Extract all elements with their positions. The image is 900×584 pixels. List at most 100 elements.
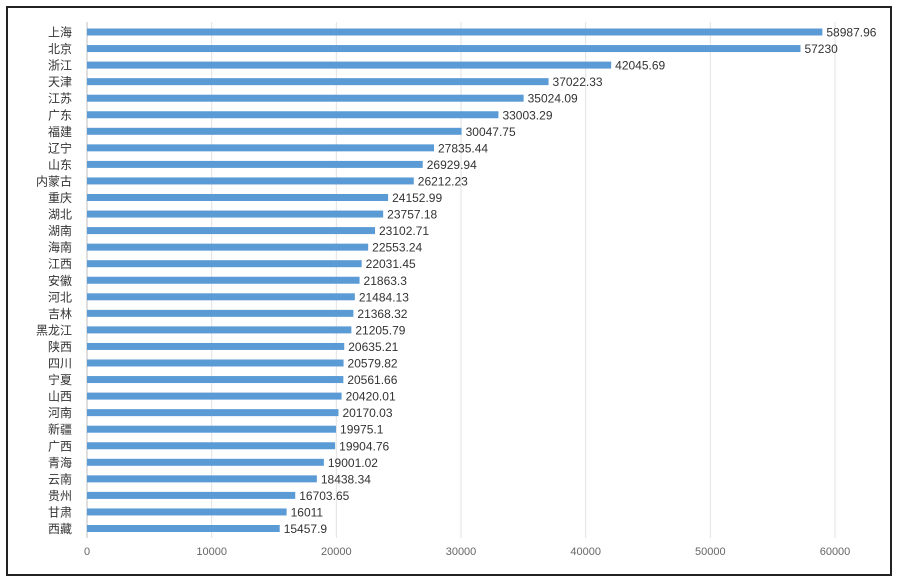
value-label: 37022.33 xyxy=(553,75,603,89)
bar-北京 xyxy=(87,45,801,53)
value-label: 42045.69 xyxy=(615,59,665,73)
category-label: 湖北 xyxy=(48,207,72,222)
value-label: 15457.9 xyxy=(284,522,328,536)
x-tick-label: 0 xyxy=(84,546,90,558)
bar-四川 xyxy=(87,359,344,367)
value-label: 21484.13 xyxy=(359,290,409,304)
category-label: 山东 xyxy=(48,158,72,172)
category-label: 四川 xyxy=(48,357,72,371)
value-label: 20170.03 xyxy=(342,406,392,420)
bar-福建 xyxy=(87,127,462,135)
category-label: 江苏 xyxy=(48,92,72,106)
value-label: 26929.94 xyxy=(427,158,477,172)
bar-重庆 xyxy=(87,194,389,201)
category-label: 江西 xyxy=(48,257,72,271)
value-label: 20420.01 xyxy=(346,390,396,404)
bar-浙江 xyxy=(87,61,612,69)
category-label: 黑龙江 xyxy=(36,323,72,337)
category-label: 上海 xyxy=(48,25,72,40)
value-label: 33003.29 xyxy=(502,108,552,122)
bar-安徽 xyxy=(87,276,360,284)
value-label: 57230 xyxy=(804,42,838,56)
value-label: 58987.96 xyxy=(826,26,876,40)
x-tick-label: 10000 xyxy=(196,546,227,558)
value-label: 22553.24 xyxy=(372,241,422,255)
category-label: 河北 xyxy=(48,290,72,304)
bar-天津 xyxy=(87,78,549,86)
category-label: 海南 xyxy=(48,240,72,255)
bar-内蒙古 xyxy=(87,177,414,185)
value-label: 21368.32 xyxy=(357,307,407,321)
bar-山西 xyxy=(87,392,342,400)
bar-湖南 xyxy=(87,227,376,235)
category-label: 新疆 xyxy=(48,422,72,437)
value-label: 16011 xyxy=(291,505,324,519)
bar-广东 xyxy=(87,111,499,119)
value-label: 30047.75 xyxy=(466,125,516,139)
category-label: 西藏 xyxy=(48,522,72,536)
x-axis-ticks: 0 10000 20000 30000 40000 50000 60000 xyxy=(84,546,850,558)
category-label: 北京 xyxy=(48,42,72,56)
x-tick-label: 40000 xyxy=(570,546,601,558)
value-label: 20579.82 xyxy=(348,357,398,371)
bar-河北 xyxy=(87,293,355,301)
bar-山东 xyxy=(87,160,423,168)
bar-陕西 xyxy=(87,342,345,350)
bar-湖北 xyxy=(87,210,384,218)
category-label: 天津 xyxy=(48,75,72,89)
x-tick-label: 50000 xyxy=(695,546,726,558)
category-label: 辽宁 xyxy=(48,140,72,155)
value-label: 19001.02 xyxy=(328,456,378,470)
value-label: 23757.18 xyxy=(387,208,437,222)
category-label: 甘肃 xyxy=(48,505,72,519)
category-label: 广西 xyxy=(48,439,72,453)
category-label: 青海 xyxy=(48,455,72,470)
value-label: 27835.44 xyxy=(438,141,488,155)
gridlines xyxy=(86,22,836,538)
category-label: 贵州 xyxy=(48,489,72,503)
value-label: 22031.45 xyxy=(366,257,416,271)
value-label: 35024.09 xyxy=(528,92,578,106)
category-label: 陕西 xyxy=(48,339,72,354)
category-label: 重庆 xyxy=(48,191,72,205)
bar-西藏 xyxy=(87,525,280,532)
value-label: 20561.66 xyxy=(347,373,397,387)
bar-宁夏 xyxy=(87,376,344,384)
bar-甘肃 xyxy=(87,508,287,516)
category-label: 河南 xyxy=(48,405,72,420)
bar-河南 xyxy=(87,409,339,417)
value-label: 21205.79 xyxy=(355,323,405,337)
bar-云南 xyxy=(87,475,317,483)
value-label: 19904.76 xyxy=(339,439,389,453)
value-label: 23102.71 xyxy=(379,224,429,238)
category-label: 广东 xyxy=(48,108,72,122)
value-label: 24152.99 xyxy=(392,191,442,205)
bar-新疆 xyxy=(87,425,337,433)
category-label: 山西 xyxy=(48,390,72,404)
category-label: 内蒙古 xyxy=(36,173,72,188)
category-label: 云南 xyxy=(48,471,72,486)
category-label: 吉林 xyxy=(48,307,72,321)
category-label: 湖南 xyxy=(48,223,72,238)
x-tick-label: 20000 xyxy=(321,546,352,558)
value-label: 19975.1 xyxy=(340,423,384,437)
value-label: 16703.65 xyxy=(299,489,349,503)
value-label: 18438.34 xyxy=(321,472,371,486)
x-tick-label: 60000 xyxy=(820,546,851,558)
value-label: 21863.3 xyxy=(364,274,408,288)
category-label: 安徽 xyxy=(48,273,72,288)
value-labels: 58987.96 57230 42045.69 37022.33 35024.09 330… xyxy=(284,26,877,537)
bar-贵州 xyxy=(87,491,296,499)
bar-黑龙江 xyxy=(87,326,352,334)
value-label: 20635.21 xyxy=(348,340,398,354)
category-labels: 上海北京浙江天津江苏广东福建辽宁山东内蒙古重庆湖北湖南海南江西安徽河北吉林黑龙江… xyxy=(36,25,72,537)
category-label: 福建 xyxy=(48,124,72,139)
bars xyxy=(87,28,823,532)
x-tick-label: 30000 xyxy=(446,546,477,558)
bar-江西 xyxy=(87,260,362,268)
category-label: 宁夏 xyxy=(48,372,72,387)
bar-海南 xyxy=(87,243,369,251)
bar-辽宁 xyxy=(87,144,435,152)
bar-青海 xyxy=(87,458,324,466)
